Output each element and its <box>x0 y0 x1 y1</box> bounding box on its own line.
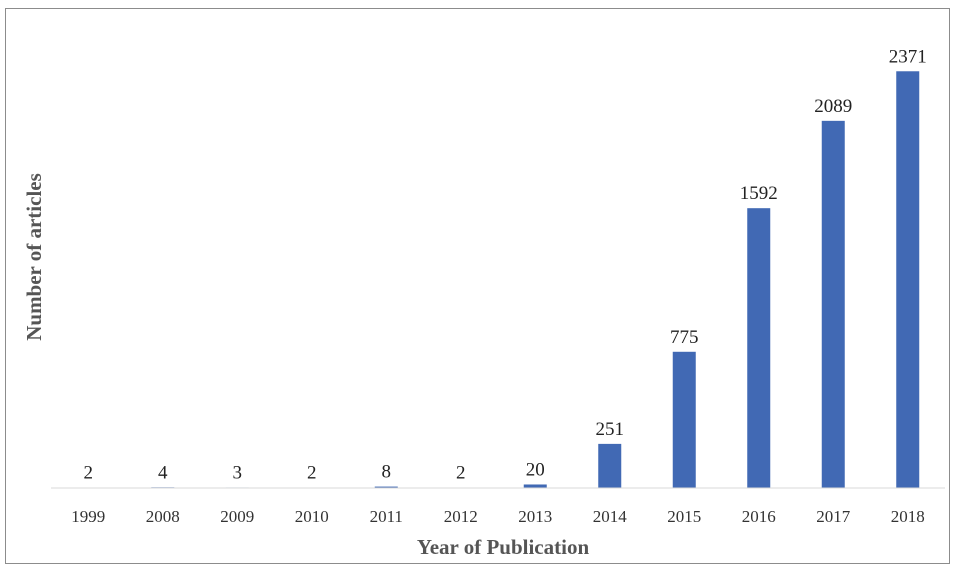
data-label: 4 <box>158 462 168 483</box>
bar <box>747 208 771 488</box>
bar <box>374 486 398 488</box>
data-label: 2 <box>307 463 317 484</box>
x-tick-label: 2012 <box>444 507 478 526</box>
data-label: 8 <box>382 462 392 483</box>
chart-frame <box>5 8 950 564</box>
x-tick-label: 2017 <box>816 507 851 526</box>
data-label: 2089 <box>814 96 852 117</box>
x-tick-labels-layer: 1999 2008 2009 2010 2011 2012 2013 2014 2015 2016… <box>71 507 925 526</box>
data-label: 1592 <box>740 183 778 204</box>
x-tick-label: 2016 <box>742 507 776 526</box>
data-labels-layer: 2 4 3 2 8 2 20 251 775 1592 2089 2371 <box>84 46 927 483</box>
data-label: 2 <box>84 463 94 484</box>
data-label: 775 <box>670 327 699 348</box>
x-tick-label: 2008 <box>146 507 180 526</box>
bar <box>821 120 845 488</box>
x-tick-label: 2013 <box>518 507 552 526</box>
x-tick-label: 1999 <box>71 507 105 526</box>
x-axis-title: Year of Publication <box>417 535 590 559</box>
data-label: 2 <box>456 463 466 484</box>
x-tick-label: 2009 <box>220 507 254 526</box>
x-tick-label: 2015 <box>667 507 701 526</box>
data-label: 3 <box>233 462 243 483</box>
bar <box>523 484 547 488</box>
x-tick-label: 2014 <box>593 507 628 526</box>
y-axis-title: Number of articles <box>22 173 46 341</box>
x-tick-label: 2018 <box>891 507 925 526</box>
data-label: 251 <box>596 419 625 440</box>
x-tick-label: 2011 <box>370 507 403 526</box>
bar <box>598 443 622 488</box>
data-label: 20 <box>526 459 545 480</box>
data-label: 2371 <box>889 46 927 67</box>
bar <box>896 71 920 489</box>
bar <box>672 351 696 488</box>
bars-layer <box>76 71 920 489</box>
x-tick-label: 2010 <box>295 507 329 526</box>
